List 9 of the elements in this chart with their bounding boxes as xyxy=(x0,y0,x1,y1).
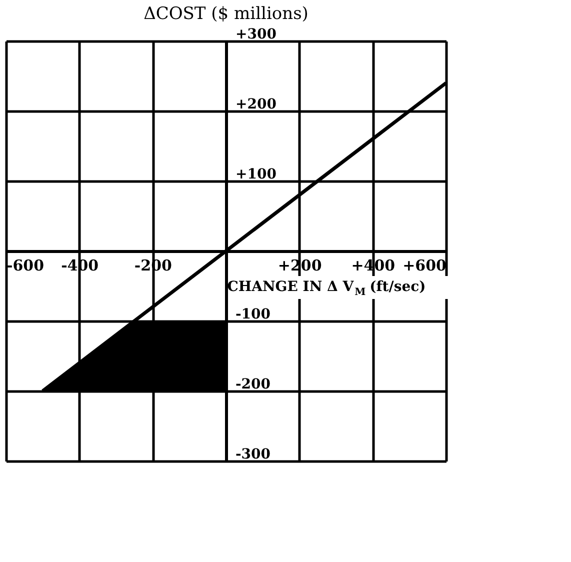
y-tick-label: -300 xyxy=(236,446,271,462)
y-tick-label: -200 xyxy=(236,376,271,392)
y-tick-label: +200 xyxy=(236,96,277,112)
x-tick-label: -600 xyxy=(6,256,44,274)
y-tick-label: -100 xyxy=(236,306,271,322)
y-tick-label: +300 xyxy=(236,26,277,42)
chart-title: ΔCOST ($ millions) xyxy=(144,4,308,24)
x-tick-label: +600 xyxy=(402,256,446,274)
y-tick-label: +100 xyxy=(236,166,277,182)
